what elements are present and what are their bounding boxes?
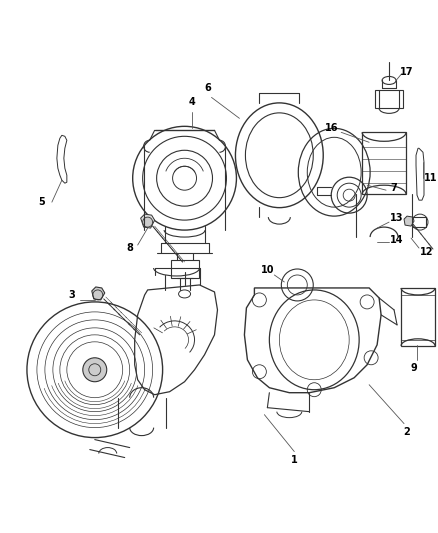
Text: 10: 10	[261, 265, 274, 275]
Text: 8: 8	[126, 243, 133, 253]
Text: 2: 2	[404, 426, 410, 437]
Text: 16: 16	[325, 123, 338, 133]
Text: 7: 7	[391, 183, 397, 193]
Text: 6: 6	[204, 84, 211, 93]
Text: 9: 9	[411, 363, 417, 373]
Text: 11: 11	[424, 173, 438, 183]
Text: 17: 17	[400, 68, 414, 77]
Text: 1: 1	[291, 455, 298, 465]
Polygon shape	[404, 216, 414, 226]
Circle shape	[83, 358, 107, 382]
Bar	[401, 288, 435, 346]
Bar	[362, 132, 406, 194]
Bar	[375, 91, 403, 108]
Polygon shape	[92, 287, 105, 300]
Text: 12: 12	[420, 247, 434, 257]
Bar	[170, 260, 198, 278]
Circle shape	[143, 217, 152, 227]
Text: 3: 3	[68, 290, 75, 300]
Text: 4: 4	[188, 98, 195, 107]
Polygon shape	[141, 214, 155, 228]
Text: 14: 14	[390, 235, 404, 245]
Text: 13: 13	[390, 213, 404, 223]
Text: 5: 5	[39, 197, 45, 207]
